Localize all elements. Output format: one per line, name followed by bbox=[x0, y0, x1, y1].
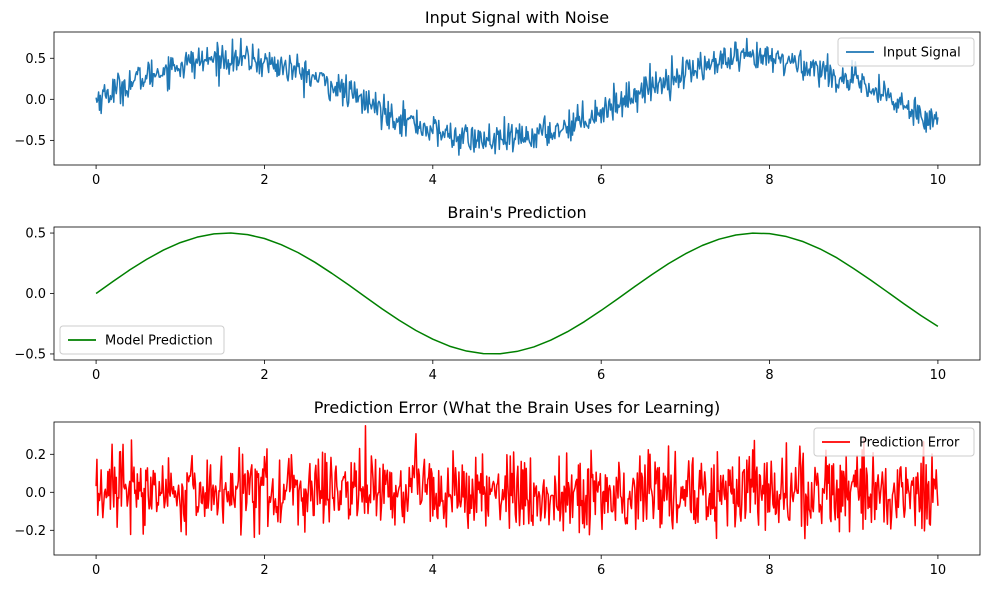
legend-box bbox=[813, 427, 975, 457]
legend: Input Signal bbox=[837, 37, 975, 67]
x-tick-label: 0 bbox=[92, 563, 100, 578]
axes-frame bbox=[53, 31, 981, 166]
x-tick-label: 10 bbox=[930, 368, 947, 383]
y-tick-label: 0.5 bbox=[25, 227, 46, 242]
x-tick-label: 8 bbox=[765, 173, 773, 188]
y-tick-label: 0.0 bbox=[25, 93, 46, 108]
x-tick-label: 10 bbox=[930, 173, 947, 188]
legend-label: Prediction Error bbox=[859, 436, 960, 451]
legend: Model Prediction bbox=[59, 325, 225, 355]
x-tick-label: 6 bbox=[597, 173, 605, 188]
series-line-2-1 bbox=[95, 232, 939, 355]
x-tick-label: 0 bbox=[92, 173, 100, 188]
legend-box bbox=[59, 325, 225, 355]
x-tick-label: 2 bbox=[260, 368, 268, 383]
chart-title: Brain's Prediction bbox=[447, 203, 586, 222]
x-tick-label: 2 bbox=[260, 563, 268, 578]
x-tick-label: 6 bbox=[597, 368, 605, 383]
legend-label: Input Signal bbox=[883, 46, 961, 61]
y-tick-label: −0.2 bbox=[14, 524, 46, 539]
x-tick-label: 10 bbox=[930, 563, 947, 578]
x-tick-label: 6 bbox=[597, 563, 605, 578]
y-tick-label: 0.2 bbox=[25, 448, 46, 463]
y-tick-label: 0.0 bbox=[25, 287, 46, 302]
legend-label: Model Prediction bbox=[105, 334, 213, 349]
chart-title: Input Signal with Noise bbox=[425, 8, 609, 27]
chart-panel-1: Input Signal with Noise 0 2 4 6 8 10 −0.5 0.0 0.5… bbox=[14, 8, 981, 188]
x-tick-label: 8 bbox=[765, 368, 773, 383]
y-tick-label: −0.5 bbox=[14, 347, 46, 362]
y-tick-label: −0.5 bbox=[14, 134, 46, 149]
axes-frame bbox=[53, 421, 981, 556]
x-tick-label: 2 bbox=[260, 173, 268, 188]
y-tick-label: 0.0 bbox=[25, 486, 46, 501]
chart-panel-3: Prediction Error (What the Brain Uses fo… bbox=[14, 398, 981, 578]
x-tick-label: 4 bbox=[429, 173, 437, 188]
chart-panel-2: Brain's Prediction 0 2 4 6 8 10 −0.5 0.0 0.5 Model… bbox=[14, 203, 981, 383]
x-tick-label: 0 bbox=[92, 368, 100, 383]
series-line-1-1 bbox=[95, 37, 939, 156]
legend: Prediction Error bbox=[813, 427, 975, 457]
x-tick-label: 4 bbox=[429, 368, 437, 383]
legend-box bbox=[837, 37, 975, 67]
series-line-3-1 bbox=[95, 425, 939, 540]
y-tick-label: 0.5 bbox=[25, 52, 46, 67]
chart-title: Prediction Error (What the Brain Uses fo… bbox=[314, 398, 721, 417]
x-tick-label: 4 bbox=[429, 563, 437, 578]
x-tick-label: 8 bbox=[765, 563, 773, 578]
